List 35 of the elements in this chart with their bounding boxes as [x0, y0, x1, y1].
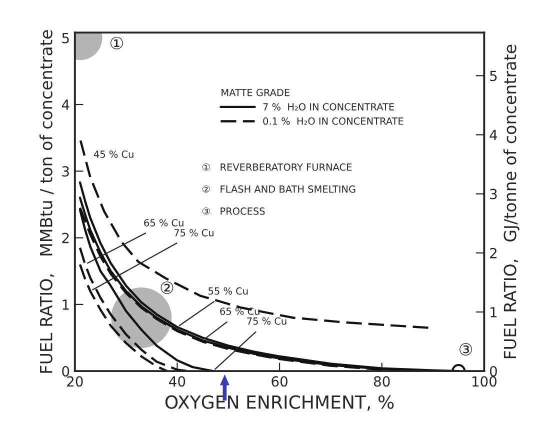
y-tick-label: 5	[62, 33, 69, 44]
annotation: 45 % Cu	[94, 150, 134, 158]
legend-label: 7 % H₂O IN CONCENTRATE	[263, 103, 394, 110]
x-tick-label: 20	[67, 376, 83, 387]
annotation: ①	[110, 36, 123, 50]
annotation: ② FLASH AND BATH SMELTING	[202, 185, 356, 193]
x-tick-label: 40	[169, 376, 186, 387]
annotation: 75 % Cu	[247, 317, 286, 325]
y-tick-label: 3	[62, 166, 69, 177]
annotation: ③ PROCESS	[202, 207, 265, 215]
x-tick-label: 60	[272, 376, 288, 387]
legend-label: 0.1 % H₂O IN CONCENTRATE	[263, 117, 404, 125]
y-tick-label: 4	[62, 100, 70, 110]
y2-axis-title: FUEL RATIO, GJ/tonne of concentrate	[503, 44, 520, 358]
y-tick-label: 0	[62, 366, 70, 377]
annotation: ②	[160, 281, 174, 294]
y2-tick-label: 4	[490, 130, 498, 140]
y-tick-label: 1	[62, 300, 69, 310]
annotation: ③	[460, 343, 472, 356]
annotation: 55 % Cu	[208, 287, 248, 295]
annotation: ① REVERBERATORY FURNACE	[202, 163, 352, 171]
y2-tick-label: 3	[490, 188, 497, 200]
x-axis-title: OXYGEN ENRICHMENT, %	[165, 395, 394, 411]
annotation: 65 % Cu	[220, 308, 260, 315]
annotation: 65 % Cu	[144, 219, 184, 226]
y2-tick-label: 1	[490, 307, 497, 318]
x-tick-label: 80	[374, 376, 390, 387]
y2-tick-label: 5	[490, 70, 497, 82]
x-tick-label: 100	[472, 376, 497, 387]
annotation: 75 % Cu	[174, 229, 214, 236]
y-axis-title: FUEL RATIO, MMBtu / ton of concentrate	[40, 30, 54, 373]
y-tick-label: 2	[62, 232, 69, 244]
y2-tick-label: 2	[490, 248, 496, 258]
y2-tick-label: 0	[490, 366, 497, 377]
legend-title: MATTE GRADE	[222, 88, 290, 96]
